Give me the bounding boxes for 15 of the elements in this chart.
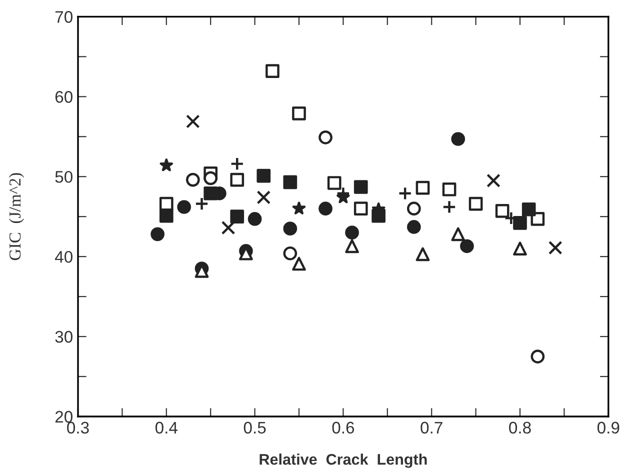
y-tick-label: 40 xyxy=(54,250,72,263)
x-tick-label: 0.9 xyxy=(597,422,620,434)
x-tick-label: 0.6 xyxy=(332,422,354,434)
y-tick-label: 30 xyxy=(55,330,72,343)
y-tick-label: 50 xyxy=(55,170,72,183)
y-tick-label: 20 xyxy=(55,410,72,423)
y-tick-label: 60 xyxy=(55,91,72,103)
x-tick-label: 0.5 xyxy=(244,422,266,434)
x-tick-label: 0.7 xyxy=(420,422,442,434)
x-tick-label: 0.3 xyxy=(67,422,89,434)
x-axis-title: Relative Crack Length xyxy=(260,454,427,468)
x-tick-label: 0.8 xyxy=(509,422,531,434)
y-tick-label: 70 xyxy=(55,11,72,23)
y-axis-title: GIC (J/m^2) xyxy=(8,173,24,260)
x-tick-label: 0.4 xyxy=(155,422,178,434)
